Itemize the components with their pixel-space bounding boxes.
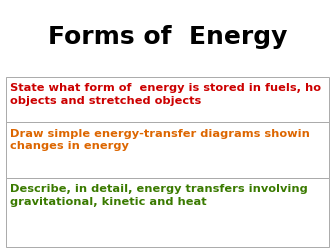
Bar bbox=[6, 178, 329, 247]
Text: Describe, in detail, energy transfers involving
gravitational, kinetic and heat: Describe, in detail, energy transfers in… bbox=[10, 184, 308, 207]
Text: Forms of  Energy: Forms of Energy bbox=[48, 24, 288, 49]
Bar bbox=[6, 77, 329, 122]
Text: Draw simple energy-transfer diagrams showin
changes in energy: Draw simple energy-transfer diagrams sho… bbox=[10, 129, 310, 151]
Bar bbox=[6, 122, 329, 178]
Text: State what form of  energy is stored in fuels, ho
objects and stretched objects: State what form of energy is stored in f… bbox=[10, 83, 321, 106]
